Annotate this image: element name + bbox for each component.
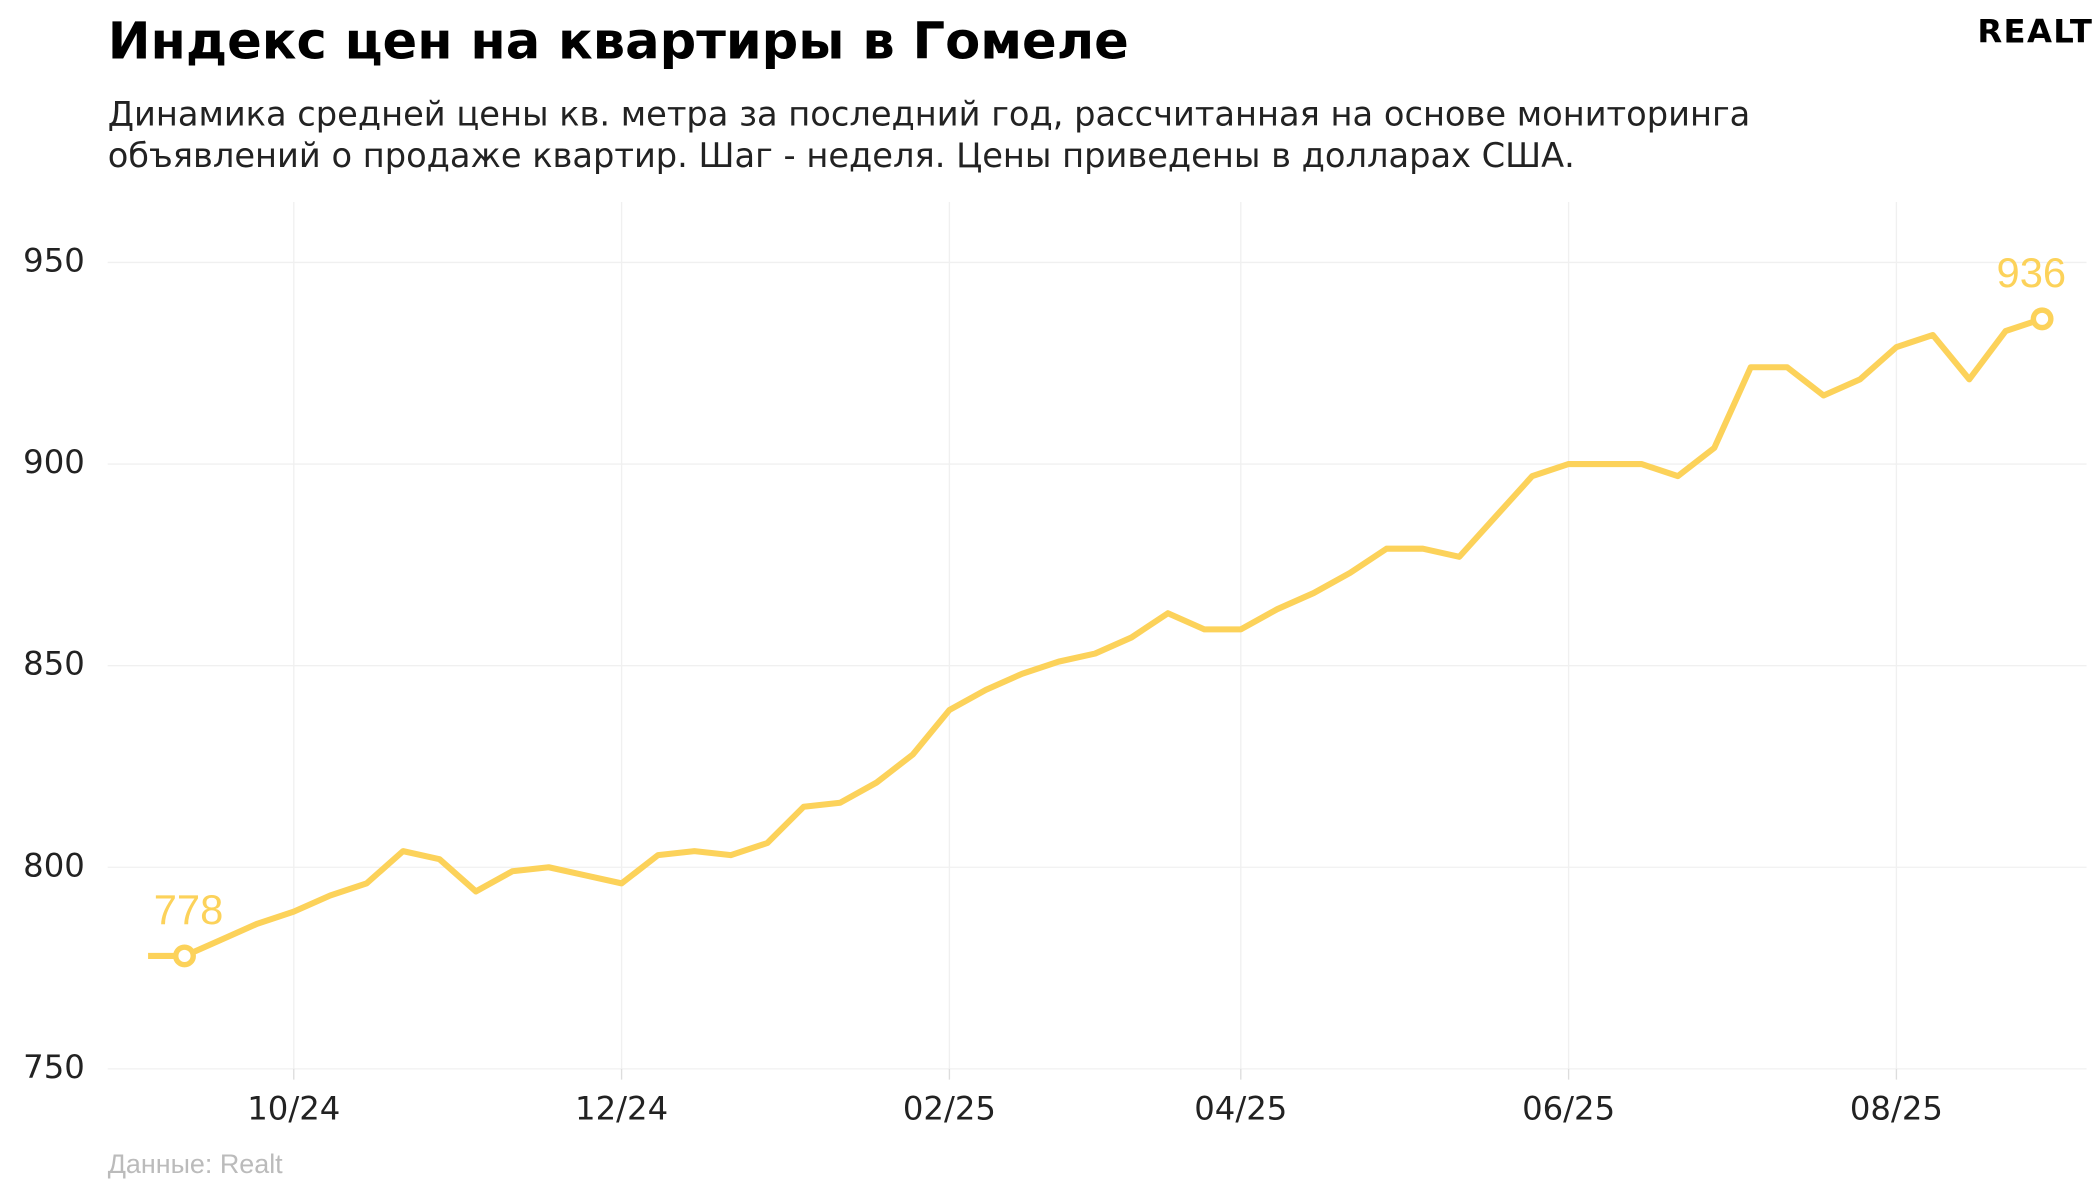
x-tick-label: 10/24 — [247, 1090, 340, 1128]
value-label: 778 — [154, 886, 224, 933]
y-tick-label: 950 — [23, 241, 85, 279]
x-tick-label: 04/25 — [1194, 1090, 1287, 1128]
line — [148, 316, 2044, 959]
y-tick-label: 800 — [23, 846, 85, 884]
chart-title: Индекс цен на квартиры в Гомеле — [108, 12, 1129, 71]
x-tick-label: 06/25 — [1522, 1090, 1615, 1128]
source: Данные: Realt — [108, 1149, 283, 1179]
x-tick-label: 08/25 — [1850, 1090, 1943, 1128]
subtitle: Динамика средней цены кв. метра за после… — [108, 94, 1751, 133]
subtitle: объявлений о продаже квартир. Шаг - неде… — [108, 136, 1575, 175]
value-label: 936 — [1997, 249, 2067, 296]
y-tick-label: 900 — [23, 443, 85, 481]
end-point — [173, 944, 196, 968]
x-tick-label: 02/25 — [903, 1090, 996, 1128]
logo: REALT — [1977, 13, 2093, 51]
end-point — [2030, 307, 2054, 331]
y-tick-label: 850 — [23, 645, 85, 683]
x-tick-label: 12/24 — [575, 1090, 668, 1128]
y-tick-label: 750 — [23, 1048, 85, 1086]
